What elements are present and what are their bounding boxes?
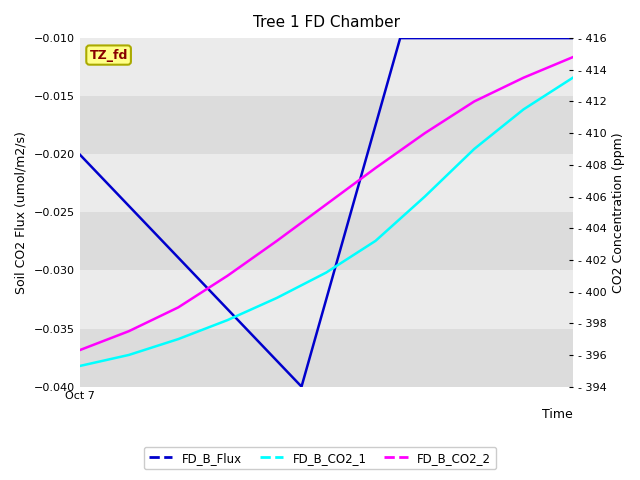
Text: TZ_fd: TZ_fd <box>90 48 128 61</box>
FD_B_CO2_2 <box>323 202 330 207</box>
FD_B_Flux <box>298 384 305 389</box>
Bar <box>79 38 573 96</box>
Y-axis label: Soil CO2 Flux (umol/m2/s): Soil CO2 Flux (umol/m2/s) <box>15 131 28 294</box>
Bar <box>79 154 573 212</box>
Bar <box>79 212 573 270</box>
FD_B_CO2_2 <box>421 130 429 136</box>
Bar <box>79 328 573 386</box>
FD_B_CO2_2 <box>470 98 478 104</box>
FD_B_CO2_1 <box>273 295 281 301</box>
X-axis label: Time: Time <box>542 408 573 420</box>
FD_B_CO2_2 <box>224 273 232 278</box>
Legend: FD_B_Flux, FD_B_CO2_1, FD_B_CO2_2: FD_B_Flux, FD_B_CO2_1, FD_B_CO2_2 <box>144 447 496 469</box>
Bar <box>79 270 573 328</box>
FD_B_CO2_2 <box>125 328 132 334</box>
Line: FD_B_CO2_1: FD_B_CO2_1 <box>79 78 573 366</box>
Title: Tree 1 FD Chamber: Tree 1 FD Chamber <box>253 15 400 30</box>
FD_B_CO2_1 <box>76 363 83 369</box>
FD_B_Flux <box>76 151 83 157</box>
FD_B_CO2_1 <box>520 107 527 112</box>
FD_B_CO2_2 <box>372 165 380 171</box>
FD_B_CO2_1 <box>125 352 132 358</box>
FD_B_Flux <box>396 35 404 41</box>
Line: FD_B_Flux: FD_B_Flux <box>79 38 573 386</box>
FD_B_CO2_1 <box>323 270 330 276</box>
FD_B_CO2_2 <box>76 348 83 353</box>
FD_B_CO2_2 <box>569 54 577 60</box>
FD_B_Flux <box>569 35 577 41</box>
FD_B_CO2_1 <box>224 317 232 323</box>
FD_B_CO2_2 <box>520 75 527 81</box>
FD_B_CO2_1 <box>372 238 380 244</box>
Bar <box>79 96 573 154</box>
FD_B_CO2_2 <box>174 304 182 310</box>
Y-axis label: CO2 Concentration (ppm): CO2 Concentration (ppm) <box>612 132 625 293</box>
FD_B_CO2_2 <box>273 238 281 244</box>
FD_B_CO2_1 <box>174 336 182 342</box>
FD_B_CO2_1 <box>569 75 577 81</box>
Line: FD_B_CO2_2: FD_B_CO2_2 <box>79 57 573 350</box>
FD_B_CO2_1 <box>421 193 429 199</box>
FD_B_CO2_1 <box>470 146 478 152</box>
